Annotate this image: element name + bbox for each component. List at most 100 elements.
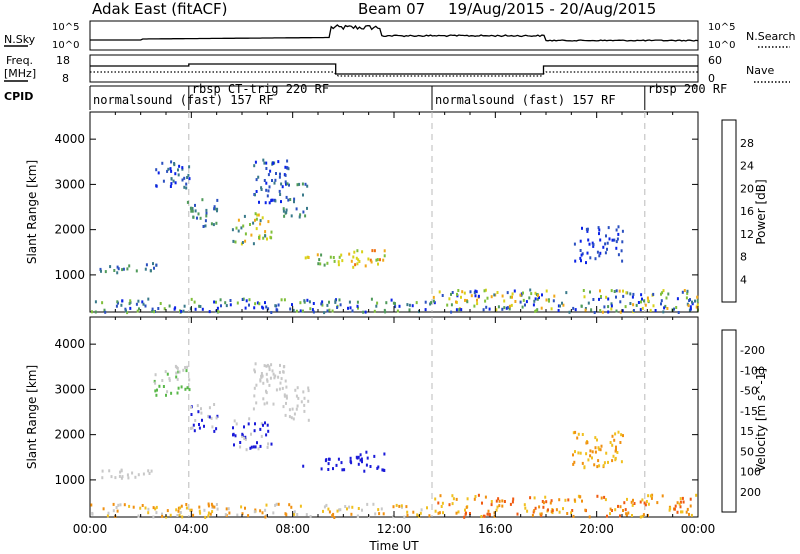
nave-label: Nave: [746, 64, 774, 77]
echo-cell: [688, 512, 690, 516]
echo-cell: [592, 298, 595, 301]
echo-cell: [460, 295, 462, 299]
echo-cell: [568, 310, 571, 314]
echo-cell: [589, 449, 592, 453]
echo-cell: [303, 396, 306, 400]
echo-cell: [668, 508, 671, 512]
echo-cell: [571, 509, 574, 512]
echo-cell: [490, 503, 493, 507]
echo-cell: [319, 262, 322, 266]
echo-cell: [296, 404, 299, 408]
echo-cell: [455, 300, 457, 304]
echo-cell: [229, 303, 232, 307]
echo-cell: [324, 459, 327, 463]
echo-cell: [567, 498, 570, 502]
echo-cell: [262, 381, 265, 385]
echo-cell: [244, 437, 247, 441]
echo-cell: [154, 373, 157, 377]
echo-cell: [254, 218, 256, 222]
echo-cell: [465, 505, 468, 509]
echo-cell: [233, 443, 235, 447]
echo-cell: [115, 506, 118, 509]
echo-cell: [587, 301, 590, 305]
echo-cell: [673, 507, 676, 511]
echo-cell: [586, 251, 589, 255]
echo-cell: [621, 229, 624, 233]
echo-cell: [177, 506, 180, 510]
echo-cell: [619, 300, 622, 304]
echo-cell: [161, 379, 164, 382]
echo-cell: [128, 504, 131, 508]
echo-cell: [279, 193, 282, 196]
echo-cell: [452, 497, 455, 501]
echo-cell: [666, 307, 669, 310]
echo-cell: [142, 302, 145, 306]
echo-cell: [186, 176, 189, 179]
y-tick-label: 2000: [54, 223, 85, 237]
echo-cell: [225, 507, 228, 511]
echo-cell: [274, 374, 277, 378]
echo-cell: [150, 469, 153, 473]
echo-cell: [474, 289, 477, 293]
y-tick-label: 4000: [54, 337, 85, 351]
echo-cell: [501, 307, 504, 311]
echo-cell: [601, 310, 604, 314]
echo-cell: [352, 255, 355, 259]
echo-cell: [561, 301, 563, 305]
echo-cell: [254, 302, 257, 306]
echo-cell: [184, 387, 187, 391]
echo-cell: [385, 301, 388, 305]
echo-cell: [496, 505, 499, 509]
echo-cell: [276, 308, 279, 312]
echo-cell: [134, 475, 137, 479]
echo-cell: [581, 226, 583, 230]
echo-cell: [162, 385, 165, 388]
echo-cell: [298, 182, 301, 186]
echo-cell: [177, 173, 180, 177]
echo-cell: [207, 514, 210, 518]
echo-cell: [555, 508, 558, 512]
echo-cell: [355, 256, 358, 260]
velocity-y-axis-label: Slant Range [km]: [25, 365, 39, 469]
echo-cell: [274, 503, 277, 507]
echo-cell: [685, 296, 688, 300]
echo-cell: [243, 437, 246, 440]
echo-cell: [272, 402, 275, 406]
echo-cell: [284, 379, 287, 383]
echo-cell: [255, 227, 258, 231]
echo-cell: [493, 511, 496, 515]
echo-cell: [278, 175, 281, 179]
echo-cell: [279, 172, 281, 176]
echo-cell: [292, 308, 295, 312]
echo-cell: [266, 445, 269, 449]
echo-cell: [631, 503, 634, 507]
echo-cell: [147, 297, 150, 301]
echo-cell: [424, 308, 427, 312]
echo-cell: [308, 300, 311, 304]
echo-cell: [186, 386, 189, 390]
echo-cell: [253, 368, 256, 372]
echo-cell: [641, 297, 643, 301]
echo-cell: [631, 295, 634, 299]
echo-cell: [166, 390, 169, 394]
echo-cell: [395, 503, 398, 507]
echo-cell: [591, 456, 593, 460]
echo-cell: [557, 304, 560, 308]
echo-cell: [212, 223, 215, 227]
echo-cell: [182, 368, 185, 372]
echo-cell: [185, 186, 188, 190]
echo-cell: [483, 289, 486, 293]
echo-cell: [623, 501, 626, 505]
echo-cell: [558, 498, 561, 502]
echo-cell: [285, 396, 288, 400]
echo-cell: [405, 505, 408, 509]
echo-cell: [272, 372, 275, 376]
echo-cell: [640, 293, 643, 297]
echo-cell: [381, 468, 384, 472]
echo-cell: [683, 289, 686, 292]
echo-cell: [104, 270, 107, 274]
echo-cell: [176, 377, 179, 381]
echo-cell: [361, 508, 363, 512]
search-tick-bottom: 10^0: [708, 40, 735, 51]
echo-cell: [239, 445, 242, 449]
